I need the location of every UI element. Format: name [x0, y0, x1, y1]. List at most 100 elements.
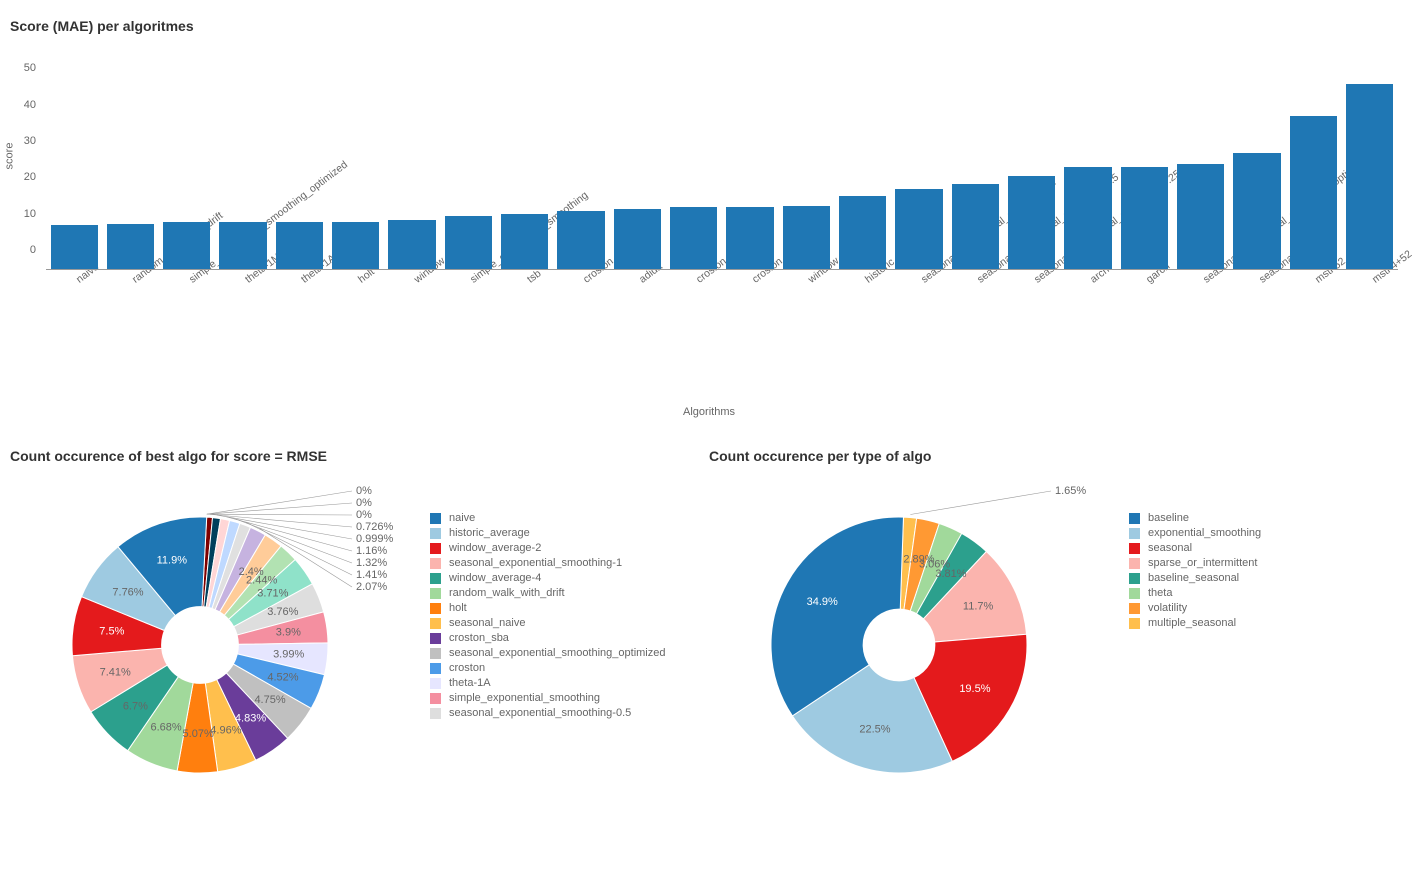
bar-seasonal_exponential_smoothing_optimized — [1177, 164, 1224, 269]
bar-chart-ytick: 10 — [24, 208, 36, 220]
bar-croston_optimized — [726, 207, 773, 269]
legend-swatch — [1129, 603, 1140, 614]
bar-slot — [497, 70, 553, 269]
bar-slot — [328, 70, 384, 269]
legend-swatch — [430, 513, 441, 524]
legend-item: baseline — [1129, 512, 1261, 524]
bar-slot — [1116, 70, 1172, 269]
legend-swatch — [430, 573, 441, 584]
donut-slice-pct-label: 7.76% — [112, 586, 143, 598]
bar-slot — [778, 70, 834, 269]
legend-item: sparse_or_intermittent — [1129, 557, 1261, 569]
legend-label: holt — [449, 602, 467, 614]
bar-seasonal_naive — [1233, 153, 1280, 269]
bottom-row: Count occurence of best algo for score =… — [10, 440, 1408, 810]
donut-slice-pct-label: 3.9% — [276, 627, 301, 639]
legend-item: historic_average — [430, 527, 665, 539]
legend-swatch — [1129, 558, 1140, 569]
donut-slice-pct-label: 4.75% — [254, 694, 285, 706]
legend-swatch — [1129, 543, 1140, 554]
bar-croston — [670, 207, 717, 269]
legend-swatch — [430, 528, 441, 539]
donut-slice-pct-label-small: 2.07% — [356, 581, 387, 593]
bar-arch — [1064, 167, 1111, 269]
legend-swatch — [430, 693, 441, 704]
bar-garch — [1121, 167, 1168, 269]
bar-slot — [159, 70, 215, 269]
legend-item: seasonal — [1129, 542, 1261, 554]
donut-slice-pct-label-small: 0% — [356, 485, 372, 497]
legend-swatch — [1129, 618, 1140, 629]
bar-slot — [1285, 70, 1341, 269]
bar-chart-plot-area: score 01020304050 — [46, 50, 1398, 270]
bar-simple_exponential_smoothing_optimized — [163, 222, 210, 269]
bar-slot — [271, 70, 327, 269]
donut-slice-pct-label: 3.76% — [267, 606, 298, 618]
bar-croston_sba — [557, 211, 604, 269]
bar-slot — [102, 70, 158, 269]
donut-slice-pct-label-small: 1.65% — [1055, 485, 1086, 497]
legend-item: window_average-4 — [430, 572, 665, 584]
legend-label: historic_average — [449, 527, 530, 539]
donut-leader-line — [207, 491, 352, 514]
donut-slice-pct-label: 2.44% — [246, 574, 277, 586]
legend-swatch — [430, 678, 441, 689]
bar-mstl-52 — [1290, 116, 1337, 269]
legend-item: seasonal_exponential_smoothing-1 — [430, 557, 665, 569]
legend-swatch — [430, 633, 441, 644]
legend-label: naive — [449, 512, 475, 524]
bar-xlabel: tsb — [525, 268, 543, 286]
bar-simple_exponential_smoothing — [445, 216, 492, 269]
legend-swatch — [1129, 513, 1140, 524]
bar-slot — [1229, 70, 1285, 269]
legend-label: theta-1A — [449, 677, 491, 689]
donut-slice-pct-label: 4.52% — [267, 672, 298, 684]
donut-slice-pct-label: 22.5% — [859, 723, 890, 735]
donut-slice-pct-label: 7.5% — [99, 625, 124, 637]
legend-label: seasonal_exponential_smoothing-1 — [449, 557, 622, 569]
donut-slice-pct-label: 11.7% — [963, 601, 994, 613]
legend-item: seasonal_exponential_smoothing_optimized — [430, 647, 665, 659]
legend-label: baseline_seasonal — [1148, 572, 1239, 584]
legend-label: random_walk_with_drift — [449, 587, 565, 599]
bar-slot — [215, 70, 271, 269]
legend-swatch — [430, 543, 441, 554]
legend-item: holt — [430, 602, 665, 614]
bar-chart-ytick: 30 — [24, 135, 36, 147]
legend-item: croston — [430, 662, 665, 674]
bar-slot — [46, 70, 102, 269]
legend-item: naive — [430, 512, 665, 524]
donut-leader-line — [910, 491, 1051, 514]
legend-item: exponential_smoothing — [1129, 527, 1261, 539]
legend-swatch — [430, 618, 441, 629]
legend-swatch — [430, 663, 441, 674]
bar-mstl-4+52 — [1346, 84, 1393, 269]
legend-swatch — [1129, 573, 1140, 584]
donut-slice-pct-label: 4.96% — [210, 724, 241, 736]
legend-label: volatility — [1148, 602, 1187, 614]
legend-item: random_walk_with_drift — [430, 587, 665, 599]
bar-theta-1M — [219, 222, 266, 269]
donut-slice-pct-label: 3.71% — [257, 587, 288, 599]
donut-slice-pct-label: 7.41% — [100, 667, 131, 679]
legend-item: simple_exponential_smoothing — [430, 692, 665, 704]
donut-left-legend: naive historic_average window_average-2sea… — [430, 512, 665, 722]
legend-item: baseline_seasonal — [1129, 572, 1261, 584]
legend-swatch — [430, 558, 441, 569]
donut-slice-pct-label-small: 1.41% — [356, 569, 387, 581]
bar-slot — [835, 70, 891, 269]
bar-chart-ytick: 50 — [24, 62, 36, 74]
legend-swatch — [430, 708, 441, 719]
legend-item: window_average-2 — [430, 542, 665, 554]
bar-slot — [1004, 70, 1060, 269]
legend-item: seasonal_naive — [430, 617, 665, 629]
donut-right-panel: Count occurence per type of algo 1.65%2.… — [709, 440, 1408, 810]
donut-slice-pct-label-small: 1.32% — [356, 557, 387, 569]
donut-slice-pct-label: 34.9% — [807, 596, 838, 608]
legend-label: multiple_seasonal — [1148, 617, 1236, 629]
bar-adida — [614, 209, 661, 269]
legend-item: croston_sba — [430, 632, 665, 644]
bar-slot — [666, 70, 722, 269]
legend-item: theta-1A — [430, 677, 665, 689]
legend-label: croston_sba — [449, 632, 509, 644]
